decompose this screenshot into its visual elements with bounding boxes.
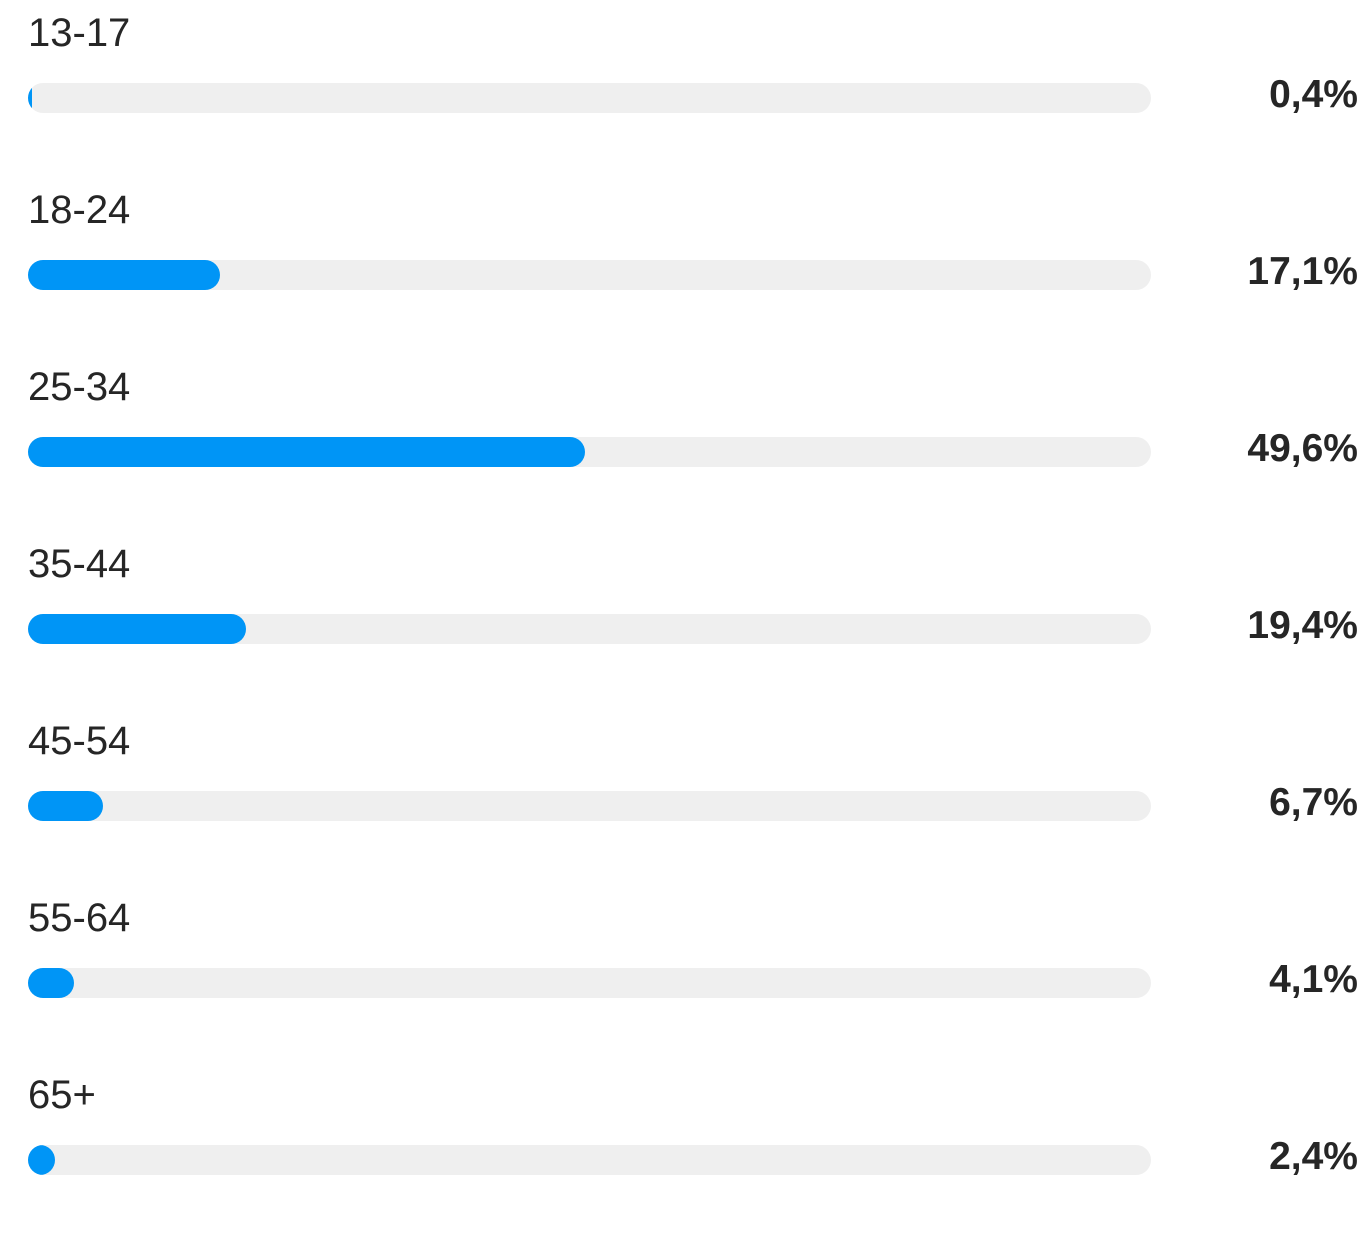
age-range-label: 25-34 — [28, 365, 131, 409]
bar-track — [28, 614, 1151, 644]
bar-fill — [28, 437, 585, 467]
percentage-value: 19,4% — [1247, 604, 1358, 647]
age-range-label: 18-24 — [28, 188, 131, 232]
age-row-18-24: 18-24 17,1% — [0, 177, 1372, 354]
bar-fill — [28, 968, 75, 998]
percentage-value: 0,4% — [1269, 73, 1358, 116]
bar-track — [28, 437, 1151, 467]
age-range-label: 55-64 — [28, 896, 131, 940]
bar-fill — [28, 791, 104, 821]
bar-track — [28, 83, 1151, 113]
bar-track — [28, 968, 1151, 998]
age-distribution-chart: 13-17 0,4% 18-24 17,1% 25-34 49,6% 35-44 19,4% 4… — [0, 0, 1372, 1178]
bar-track — [28, 260, 1151, 290]
age-row-65-plus: 65+ 2,4% — [0, 1062, 1372, 1239]
age-row-13-17: 13-17 0,4% — [0, 0, 1372, 177]
age-range-label: 45-54 — [28, 719, 131, 763]
age-row-25-34: 25-34 49,6% — [0, 354, 1372, 531]
percentage-value: 6,7% — [1269, 781, 1358, 824]
age-range-label: 35-44 — [28, 542, 131, 586]
age-range-label: 13-17 — [28, 11, 131, 55]
age-row-45-54: 45-54 6,7% — [0, 708, 1372, 885]
bar-fill — [28, 1145, 55, 1175]
bar-fill — [28, 260, 221, 290]
age-range-label: 65+ — [28, 1073, 96, 1117]
age-row-35-44: 35-44 19,4% — [0, 531, 1372, 708]
percentage-value: 17,1% — [1247, 250, 1358, 293]
percentage-value: 49,6% — [1247, 427, 1358, 470]
percentage-value: 2,4% — [1269, 1135, 1358, 1178]
bar-track — [28, 1145, 1151, 1175]
percentage-value: 4,1% — [1269, 958, 1358, 1001]
bar-track — [28, 791, 1151, 821]
bar-fill — [28, 614, 246, 644]
bar-fill — [28, 83, 33, 113]
age-row-55-64: 55-64 4,1% — [0, 885, 1372, 1062]
